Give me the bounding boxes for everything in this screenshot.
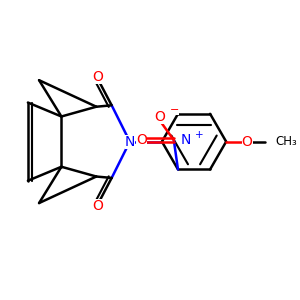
Text: O: O [92,199,103,213]
Text: −: − [170,105,179,115]
Text: CH₃: CH₃ [275,135,297,148]
Text: O: O [242,135,253,148]
Text: O: O [92,70,103,84]
Text: N: N [124,135,135,148]
Text: O: O [154,110,165,124]
Text: +: + [195,130,203,140]
Text: O: O [136,133,147,147]
Text: N: N [180,133,191,147]
